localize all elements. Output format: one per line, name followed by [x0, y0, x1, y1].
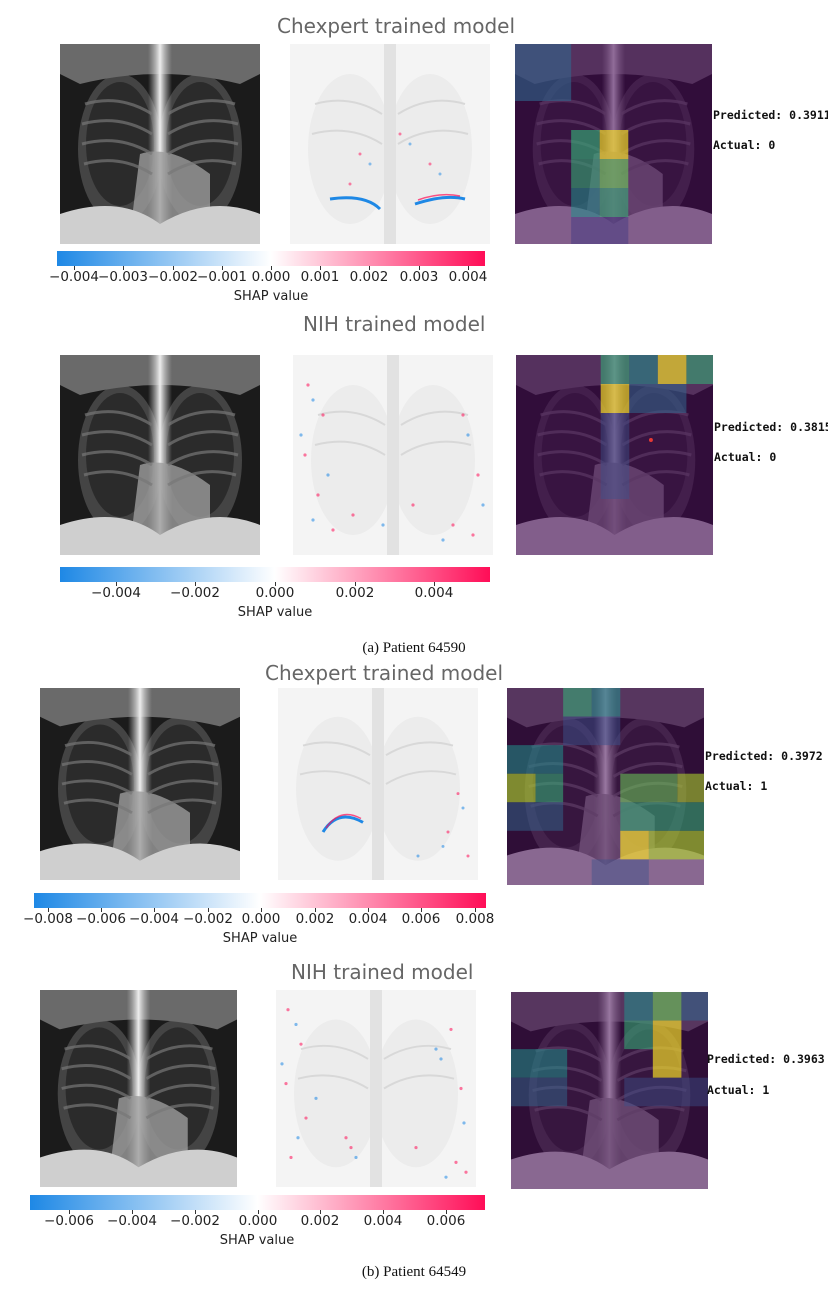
predicted-label: Predicted: 0.3972 — [705, 749, 823, 763]
colorbar-tick-mark — [434, 582, 435, 586]
colorbar-tick-mark — [320, 266, 321, 270]
colorbar-tick-mark — [222, 266, 223, 270]
colorbar-ticks: −0.008 −0.006 −0.004 −0.002 0.000 0.002 0.004 0… — [23, 908, 494, 928]
colorbar-tick-mark — [101, 908, 102, 912]
actual-label: Actual: 0 — [714, 450, 777, 464]
heatmap-overlay-image — [511, 992, 708, 1189]
colorbar-tick-mark — [419, 266, 420, 270]
chexpert-title-a: Chexpert trained model — [277, 14, 516, 38]
colorbar-tick-mark — [69, 1210, 70, 1214]
colorbar-tick-label: 0.002 — [349, 269, 389, 285]
colorbar-tick-mark — [475, 908, 476, 912]
colorbar-tick-label: 0.001 — [300, 269, 340, 285]
colorbar-tick-mark — [132, 1210, 133, 1214]
colorbar-tick-label: 0.000 — [241, 911, 281, 927]
figure-caption-a: (a) Patient 64590 — [362, 640, 466, 656]
colorbar-tick-label: 0.002 — [295, 911, 335, 927]
shap-colorbar — [57, 251, 485, 266]
colorbar-tick-label: −0.002 — [148, 269, 198, 285]
colorbar-tick-label: −0.004 — [107, 1213, 157, 1229]
colorbar-tick-label: −0.004 — [129, 911, 179, 927]
xray-image — [40, 688, 240, 880]
colorbar-label: SHAP value — [233, 289, 309, 304]
colorbar-tick-label: −0.006 — [44, 1213, 94, 1229]
colorbar-tick-label: −0.006 — [76, 911, 126, 927]
colorbar-tick-label: 0.004 — [363, 1213, 403, 1229]
actual-label: Actual: 0 — [713, 138, 776, 152]
actual-label: Actual: 1 — [707, 1083, 770, 1097]
colorbar-tick-mark — [154, 908, 155, 912]
figure-caption-b: (b) Patient 64549 — [361, 1264, 467, 1280]
colorbar-tick-label: 0.000 — [255, 585, 295, 601]
colorbar-tick-mark — [74, 266, 75, 270]
predicted-label: Predicted: 0.3911 — [713, 108, 828, 122]
colorbar-tick-mark — [195, 582, 196, 586]
heatmap-overlay-image — [515, 44, 712, 244]
shap-colorbar — [60, 567, 490, 582]
colorbar-tick-label: 0.000 — [251, 269, 291, 285]
colorbar-tick-mark — [261, 908, 262, 912]
shap-overlay-image — [293, 355, 493, 555]
colorbar-tick-mark — [320, 1210, 321, 1214]
colorbar-ticks: −0.006 −0.004 −0.002 0.000 0.002 0.004 0.006 — [30, 1210, 485, 1230]
colorbar-tick-label: −0.002 — [170, 585, 220, 601]
colorbar-tick-mark — [116, 582, 117, 586]
colorbar-tick-mark — [271, 266, 272, 270]
shap-overlay-image — [290, 44, 490, 244]
colorbar-tick-mark — [48, 908, 49, 912]
colorbar-tick-mark — [258, 1210, 259, 1214]
xray-image — [40, 990, 237, 1187]
nih-title-b: NIH trained model — [291, 960, 474, 984]
colorbar-tick-label: 0.003 — [399, 269, 439, 285]
colorbar-tick-label: −0.004 — [91, 585, 141, 601]
colorbar-tick-label: −0.002 — [183, 911, 233, 927]
shap-overlay-image — [278, 688, 478, 880]
colorbar-tick-mark — [315, 908, 316, 912]
shap-overlay-image — [276, 990, 476, 1187]
colorbar-tick-label: 0.004 — [414, 585, 454, 601]
colorbar-tick-mark — [275, 582, 276, 586]
colorbar-tick-mark — [195, 1210, 196, 1214]
colorbar-tick-mark — [368, 908, 369, 912]
colorbar-tick-label: 0.004 — [348, 911, 388, 927]
colorbar-tick-label: −0.002 — [170, 1213, 220, 1229]
colorbar-tick-mark — [421, 908, 422, 912]
shap-colorbar — [34, 893, 486, 908]
colorbar-tick-mark — [123, 266, 124, 270]
colorbar-tick-label: 0.000 — [238, 1213, 278, 1229]
colorbar-tick-label: 0.002 — [300, 1213, 340, 1229]
colorbar-tick-label: 0.002 — [335, 585, 375, 601]
colorbar-ticks: −0.004 −0.003 −0.002 −0.001 0.000 0.001 0.002 0… — [49, 266, 488, 286]
predicted-label: Predicted: 0.3963 — [707, 1052, 825, 1066]
actual-label: Actual: 1 — [705, 779, 768, 793]
colorbar-ticks: −0.004 −0.002 0.000 0.002 0.004 — [60, 582, 490, 602]
shap-colorbar — [30, 1195, 485, 1210]
colorbar-tick-label: 0.006 — [426, 1213, 466, 1229]
colorbar-label: SHAP value — [222, 931, 298, 946]
xray-image — [60, 44, 260, 244]
colorbar-tick-mark — [468, 266, 469, 270]
colorbar-tick-label: −0.004 — [49, 269, 99, 285]
colorbar-tick-label: 0.008 — [455, 911, 495, 927]
colorbar-tick-label: 0.006 — [401, 911, 441, 927]
colorbar-tick-mark — [446, 1210, 447, 1214]
colorbar-label: SHAP value — [237, 605, 313, 620]
colorbar-tick-mark — [383, 1210, 384, 1214]
colorbar-tick-mark — [369, 266, 370, 270]
colorbar-tick-mark — [173, 266, 174, 270]
colorbar-tick-label: 0.004 — [448, 269, 488, 285]
colorbar-label: SHAP value — [219, 1233, 295, 1248]
colorbar-tick-mark — [355, 582, 356, 586]
chexpert-title-b: Chexpert trained model — [265, 661, 504, 685]
colorbar-tick-label: −0.001 — [197, 269, 247, 285]
colorbar-tick-mark — [208, 908, 209, 912]
nih-title-a: NIH trained model — [303, 312, 486, 336]
xray-image — [60, 355, 260, 555]
heatmap-overlay-image — [507, 688, 704, 885]
colorbar-tick-label: −0.008 — [23, 911, 73, 927]
heatmap-overlay-image — [516, 355, 713, 555]
predicted-label: Predicted: 0.3815 — [714, 420, 828, 434]
colorbar-tick-label: −0.003 — [98, 269, 148, 285]
